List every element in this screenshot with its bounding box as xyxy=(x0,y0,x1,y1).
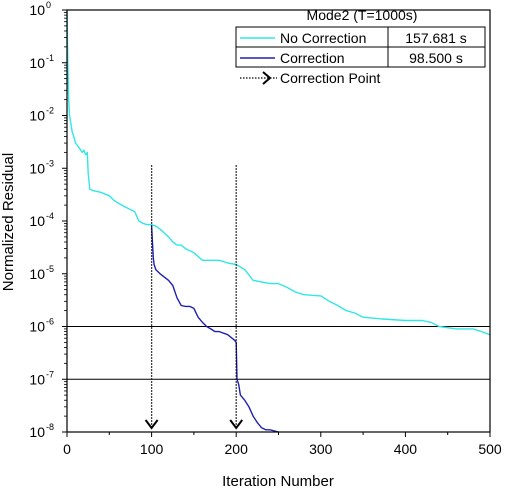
series-line-0 xyxy=(66,9,491,336)
y-tick-label-3: 10 xyxy=(29,160,45,176)
y-tick-exponent-6: -6 xyxy=(46,317,54,327)
y-tick-label-2: 10 xyxy=(29,108,45,124)
y-tick-exponent-2: -2 xyxy=(46,106,54,116)
y-tick-exponent-0: 0 xyxy=(46,0,51,10)
x-axis-label: Iteration Number xyxy=(222,473,334,490)
y-axis-label: Normalized Residual xyxy=(0,153,17,291)
x-tick-label-5: 500 xyxy=(478,441,502,457)
x-axis-ticks: 0 100 200 300 400 500 xyxy=(63,432,502,457)
legend-label-no-correction: No Correction xyxy=(280,30,366,46)
x-tick-label-2: 200 xyxy=(225,441,249,457)
series-line-1 xyxy=(150,226,279,433)
correction-markers xyxy=(144,165,243,430)
legend-value-no-correction: 157.681 s xyxy=(405,30,467,46)
y-tick-label-6: 10 xyxy=(29,319,45,335)
y-tick-label-8: 10 xyxy=(29,424,45,440)
x-tick-label-0: 0 xyxy=(63,441,71,457)
legend-arrow-icon xyxy=(262,71,272,85)
plot-frame xyxy=(66,9,491,433)
y-tick-exponent-4: -4 xyxy=(46,211,54,221)
legend: Mode2 (T=1000s) No Correction 157.681 s … xyxy=(235,7,486,86)
x-tick-label-3: 300 xyxy=(309,441,333,457)
y-tick-label-0: 10 xyxy=(29,2,45,18)
x-tick-label-4: 400 xyxy=(394,441,418,457)
correction-arrow-icon-0 xyxy=(144,419,159,430)
reference-lines xyxy=(67,326,490,380)
legend-label-correction-point: Correction Point xyxy=(280,70,380,86)
series-layer xyxy=(66,9,491,433)
legend-value-correction: 98.500 s xyxy=(409,50,463,66)
x-tick-label-1: 100 xyxy=(140,441,164,457)
y-tick-label-1: 10 xyxy=(29,55,45,71)
y-tick-label-7: 10 xyxy=(29,371,45,387)
y-tick-exponent-3: -3 xyxy=(46,158,54,168)
y-tick-label-4: 10 xyxy=(29,213,45,229)
legend-title: Mode2 (T=1000s) xyxy=(307,7,418,23)
y-tick-exponent-5: -5 xyxy=(46,264,54,274)
legend-label-correction: Correction xyxy=(280,50,345,66)
y-tick-label-5: 10 xyxy=(29,266,45,282)
y-tick-exponent-8: -8 xyxy=(46,422,54,432)
correction-arrow-icon-1 xyxy=(229,419,243,430)
y-tick-exponent-1: -1 xyxy=(46,53,54,63)
y-tick-exponent-7: -7 xyxy=(46,369,54,379)
